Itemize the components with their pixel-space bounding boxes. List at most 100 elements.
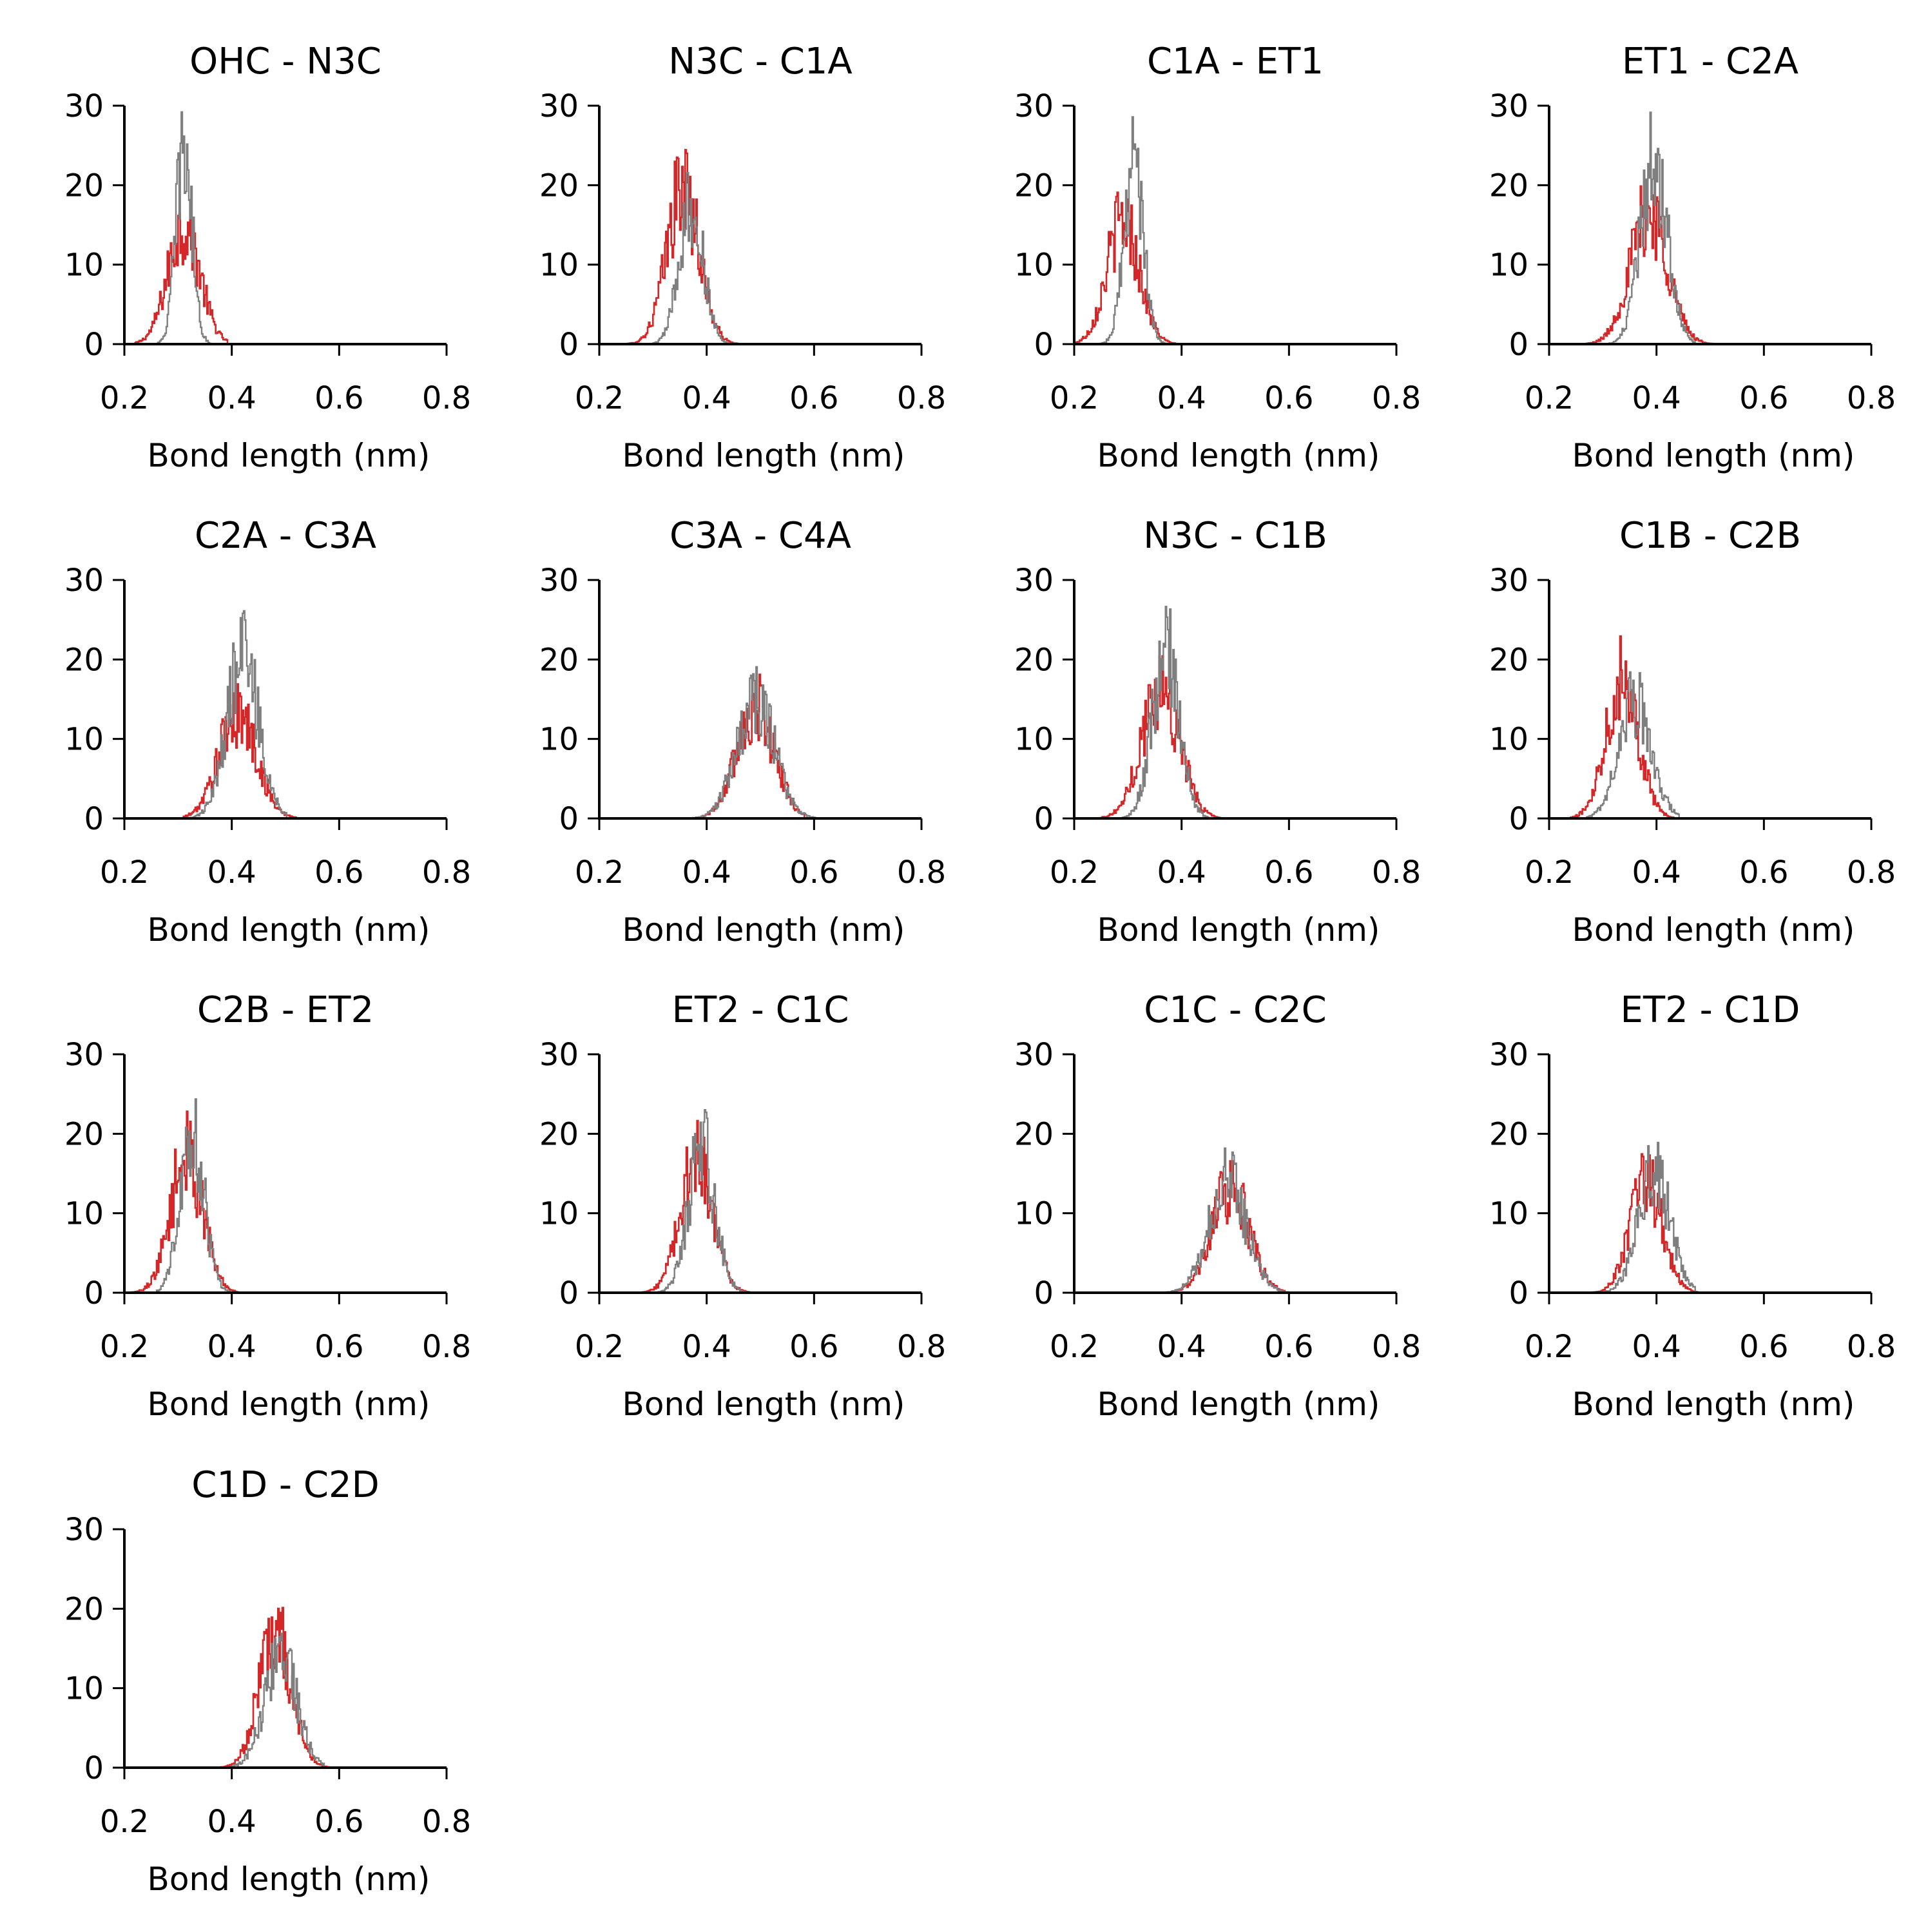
series-group xyxy=(1074,116,1184,344)
subplot-title: N3C - C1B xyxy=(1143,515,1327,557)
y-tick-label: 0 xyxy=(84,1750,104,1786)
series-red-line xyxy=(1570,635,1675,818)
x-tick-label: 0.4 xyxy=(207,1329,256,1365)
series-red-line xyxy=(615,149,741,344)
x-tick-label: 0.6 xyxy=(1739,380,1788,416)
x-tick-label: 0.6 xyxy=(314,380,363,416)
x-tick-label: 0.6 xyxy=(1739,1329,1788,1365)
series-gray-line xyxy=(1159,1147,1291,1293)
subplot: C1A - ET1 0.2 0.4 0.6 0.8 0 10 20 30 Bond length … xyxy=(1014,41,1421,474)
subplot: N3C - C1A 0.2 0.4 0.6 0.8 0 10 20 30 Bond length … xyxy=(539,41,946,474)
subplot: C1B - C2B 0.2 0.4 0.6 0.8 0 10 20 30 Bond length … xyxy=(1489,515,1896,949)
y-tick-label: 0 xyxy=(84,327,104,363)
subplot-title: ET2 - C1D xyxy=(1621,989,1800,1031)
x-tick-label: 0.2 xyxy=(1525,1329,1574,1365)
series-red-line xyxy=(182,683,298,818)
series-red-line xyxy=(1084,655,1221,818)
x-tick-label: 0.4 xyxy=(1157,380,1206,416)
x-tick-label: 0.8 xyxy=(897,380,946,416)
x-tick-label: 0.4 xyxy=(1632,855,1681,891)
x-tick-label: 0.4 xyxy=(682,1329,731,1365)
subplot-title: C1D - C2D xyxy=(191,1464,380,1506)
series-group xyxy=(626,1109,752,1293)
x-axis-label: Bond length (nm) xyxy=(622,911,905,949)
x-tick-label: 0.4 xyxy=(1632,1329,1681,1365)
subplot-title: C3A - C4A xyxy=(670,515,851,557)
y-tick-label: 30 xyxy=(1489,563,1528,599)
y-tick-label: 0 xyxy=(1509,1275,1528,1311)
series-gray-line xyxy=(150,111,218,344)
x-tick-label: 0.8 xyxy=(422,855,471,891)
x-tick-label: 0.4 xyxy=(207,1804,256,1840)
y-tick-label: 0 xyxy=(559,1275,579,1311)
y-tick-label: 0 xyxy=(84,1275,104,1311)
series-gray-line xyxy=(652,172,730,344)
x-tick-label: 0.2 xyxy=(1050,380,1099,416)
x-axis-label: Bond length (nm) xyxy=(148,1860,430,1898)
series-gray-line xyxy=(1095,116,1168,344)
x-tick-label: 0.6 xyxy=(314,1329,363,1365)
y-tick-label: 20 xyxy=(1014,168,1054,204)
y-tick-label: 30 xyxy=(1014,88,1054,124)
y-tick-label: 0 xyxy=(559,327,579,363)
x-tick-label: 0.4 xyxy=(207,855,256,891)
series-group xyxy=(615,149,741,344)
y-tick-label: 30 xyxy=(64,563,104,599)
x-tick-label: 0.8 xyxy=(422,1804,471,1840)
x-axis-label: Bond length (nm) xyxy=(148,437,430,474)
subplot: C1D - C2D 0.2 0.4 0.6 0.8 0 10 20 30 Bond length … xyxy=(64,1464,471,1898)
x-axis-label: Bond length (nm) xyxy=(1572,437,1855,474)
x-tick-label: 0.2 xyxy=(575,380,624,416)
series-gray-line xyxy=(1586,671,1680,818)
x-tick-label: 0.2 xyxy=(1525,855,1574,891)
y-tick-label: 20 xyxy=(1489,642,1528,678)
x-tick-label: 0.6 xyxy=(1739,855,1788,891)
series-gray-line xyxy=(1602,111,1696,344)
subplot: C2B - ET2 0.2 0.4 0.6 0.8 0 10 20 30 Bond length … xyxy=(64,989,471,1423)
y-tick-label: 0 xyxy=(1034,1275,1054,1311)
x-tick-label: 0.6 xyxy=(314,1804,363,1840)
y-tick-label: 10 xyxy=(1014,1196,1054,1232)
subplot: N3C - C1B 0.2 0.4 0.6 0.8 0 10 20 30 Bond length … xyxy=(1014,515,1421,949)
x-tick-label: 0.2 xyxy=(100,1804,149,1840)
y-tick-label: 0 xyxy=(1034,801,1054,837)
y-tick-label: 30 xyxy=(539,88,579,124)
y-tick-label: 20 xyxy=(64,642,104,678)
series-gray-line xyxy=(182,610,287,818)
x-tick-label: 0.6 xyxy=(789,1329,838,1365)
x-axis-label: Bond length (nm) xyxy=(1097,1386,1380,1423)
x-tick-label: 0.6 xyxy=(789,380,838,416)
x-tick-label: 0.8 xyxy=(1847,1329,1896,1365)
y-tick-label: 10 xyxy=(1489,247,1528,284)
x-tick-label: 0.8 xyxy=(1847,380,1896,416)
y-tick-label: 10 xyxy=(64,1671,104,1707)
x-axis-label: Bond length (nm) xyxy=(1097,437,1380,474)
y-tick-label: 10 xyxy=(64,247,104,284)
x-tick-label: 0.8 xyxy=(897,855,946,891)
series-group xyxy=(199,1607,331,1768)
y-tick-label: 30 xyxy=(539,563,579,599)
y-tick-label: 20 xyxy=(64,1116,104,1152)
x-tick-label: 0.6 xyxy=(1264,855,1313,891)
y-tick-label: 30 xyxy=(1489,88,1528,124)
x-axis-label: Bond length (nm) xyxy=(1097,911,1380,949)
x-tick-label: 0.8 xyxy=(1847,855,1896,891)
x-tick-label: 0.8 xyxy=(897,1329,946,1365)
x-tick-label: 0.4 xyxy=(1632,380,1681,416)
series-gray-line xyxy=(1121,606,1211,818)
series-group xyxy=(1159,1147,1291,1293)
y-tick-label: 30 xyxy=(64,88,104,124)
subplot-title: C2B - ET2 xyxy=(197,989,374,1031)
x-tick-label: 0.4 xyxy=(682,380,731,416)
y-tick-label: 20 xyxy=(1489,1116,1528,1152)
x-tick-label: 0.4 xyxy=(1157,1329,1206,1365)
x-tick-label: 0.8 xyxy=(1372,855,1421,891)
x-tick-label: 0.6 xyxy=(314,855,363,891)
x-tick-label: 0.2 xyxy=(1525,380,1574,416)
y-tick-label: 20 xyxy=(1014,1116,1054,1152)
y-tick-label: 10 xyxy=(1489,722,1528,758)
y-tick-label: 30 xyxy=(1014,563,1054,599)
y-tick-label: 30 xyxy=(64,1037,104,1073)
y-tick-label: 0 xyxy=(1509,801,1528,837)
x-tick-label: 0.8 xyxy=(1372,380,1421,416)
